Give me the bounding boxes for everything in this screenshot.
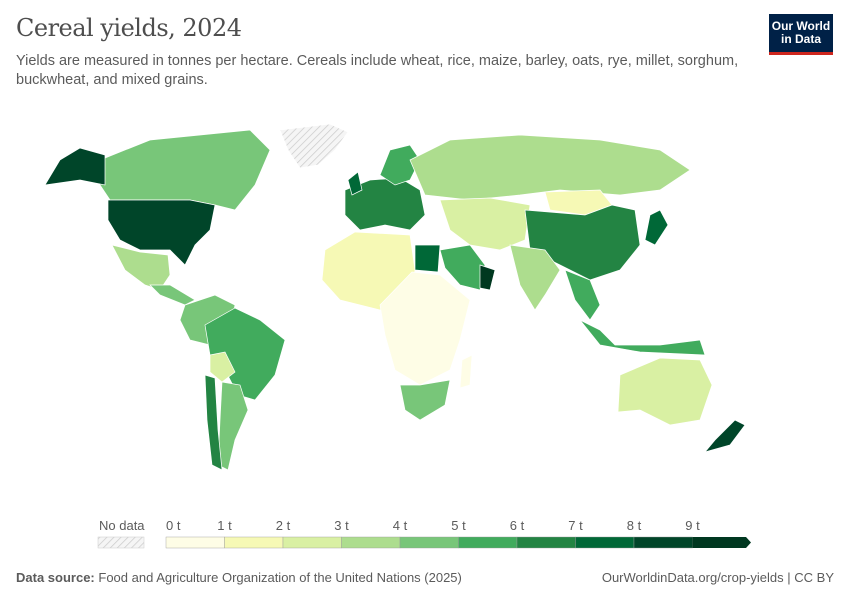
legend-tick-label: 3 t bbox=[334, 518, 349, 533]
country-india[interactable] bbox=[509, 244, 561, 311]
country-uk[interactable] bbox=[347, 171, 363, 196]
legend-no-data-label: No data bbox=[99, 518, 145, 533]
region-europe[interactable] bbox=[344, 177, 426, 231]
world-map bbox=[44, 123, 746, 471]
legend-tick-label: 6 t bbox=[510, 518, 525, 533]
country-russia[interactable] bbox=[409, 134, 691, 201]
logo-line-1: Our World bbox=[771, 19, 831, 33]
country-japan[interactable] bbox=[644, 209, 669, 246]
country-greenland[interactable] bbox=[279, 123, 349, 169]
logo-line-2: in Data bbox=[780, 32, 821, 46]
country-madagascar[interactable] bbox=[459, 354, 473, 389]
legend-tick-label: 1 t bbox=[217, 518, 232, 533]
country-usa[interactable] bbox=[107, 199, 216, 266]
footer-source: Data source: Food and Agriculture Organi… bbox=[16, 570, 462, 585]
source-url-link[interactable]: OurWorldinData.org/crop-yields | CC BY bbox=[601, 570, 834, 585]
country-saudi-arabia[interactable] bbox=[439, 244, 486, 291]
country-egypt[interactable] bbox=[414, 244, 441, 273]
legend-bin[interactable] bbox=[341, 536, 401, 549]
chart-title: Cereal yields, 2024 bbox=[16, 14, 242, 42]
legend-bin[interactable] bbox=[165, 536, 225, 549]
legend-bin[interactable] bbox=[692, 537, 752, 548]
legend-bin[interactable] bbox=[282, 536, 342, 549]
legend-bin[interactable] bbox=[575, 536, 635, 549]
country-oman[interactable] bbox=[479, 264, 496, 291]
country-south-africa[interactable] bbox=[399, 379, 451, 421]
region-southeast-asia[interactable] bbox=[564, 269, 601, 321]
legend-tick-label: 7 t bbox=[568, 518, 583, 533]
chart-subtitle: Yields are measured in tonnes per hectar… bbox=[16, 53, 739, 88]
country-mexico[interactable] bbox=[111, 244, 171, 291]
owid-logo[interactable]: Our World in Data bbox=[769, 14, 833, 55]
region-central-asia[interactable] bbox=[439, 197, 531, 251]
legend-bin[interactable] bbox=[516, 536, 576, 549]
legend-tick-label: 2 t bbox=[276, 518, 291, 533]
country-alaska[interactable] bbox=[44, 147, 106, 186]
legend-no-data-swatch bbox=[97, 536, 145, 549]
legend-tick-label: 0 t bbox=[166, 518, 181, 533]
legend-bin[interactable] bbox=[224, 536, 284, 549]
country-new-zealand[interactable] bbox=[704, 419, 746, 453]
legend-bin[interactable] bbox=[399, 536, 459, 549]
region-central-america[interactable] bbox=[149, 284, 196, 306]
legend-bin[interactable] bbox=[458, 536, 518, 549]
legend-tick-label: 9 t bbox=[685, 518, 700, 533]
source-label: Data source: bbox=[16, 570, 95, 585]
country-canada[interactable] bbox=[99, 129, 271, 211]
legend: No data 0 t 1 t 2 t 3 t 4 t 5 t 6 t 7 t 8 t 9 t bbox=[97, 518, 752, 549]
country-indonesia[interactable] bbox=[579, 319, 706, 356]
legend-tick-label: 4 t bbox=[393, 518, 408, 533]
country-argentina[interactable] bbox=[217, 381, 249, 471]
legend-tick-label: 8 t bbox=[627, 518, 642, 533]
country-australia[interactable] bbox=[617, 357, 713, 426]
country-bolivia[interactable] bbox=[209, 351, 236, 383]
legend-tick-label: 5 t bbox=[451, 518, 466, 533]
country-chile[interactable] bbox=[204, 374, 223, 471]
source-text: Food and Agriculture Organization of the… bbox=[98, 570, 462, 585]
legend-bin[interactable] bbox=[633, 536, 693, 549]
region-central-africa[interactable] bbox=[379, 271, 471, 386]
